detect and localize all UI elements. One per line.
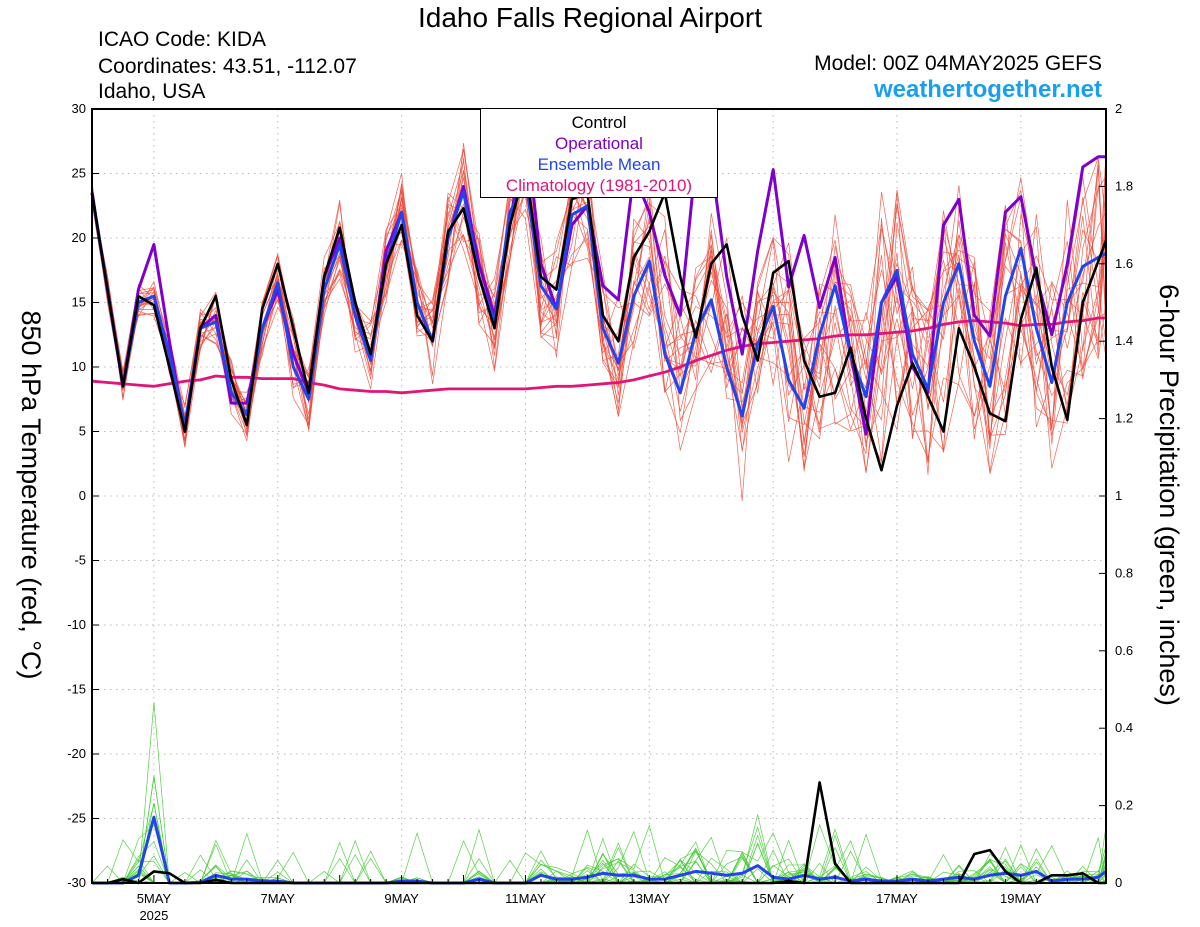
y-tick-label: 10 [72,359,86,374]
y-tick-label: -25 [67,811,86,826]
y-tick-label: -5 [74,553,86,568]
x-tick-label: 13MAY [628,891,670,906]
ensemble-mean-line [90,178,1107,427]
climatology-line [91,316,1106,395]
y2-tick-label: 1.8 [1115,178,1133,193]
legend-entry-climatology: Climatology (1981-2010) [505,176,693,195]
x-tick-label: 11MAY [505,891,546,906]
y2-tick-label: 1.6 [1115,256,1133,271]
y-tick-label: 15 [72,295,86,310]
coordinates: Coordinates: 43.51, -112.07 [98,55,357,78]
y-tick-label: 5 [79,424,86,439]
y-tick-label: 0 [79,488,86,503]
y-tick-label: 20 [72,230,86,245]
y2-tick-label: 0.4 [1115,720,1133,735]
series-layer [90,120,1108,885]
y-tick-label: -10 [67,617,86,632]
y-axis-label-precipitation: 6-hour Precipitation (green, inches) [1154,284,1184,706]
ensemble-members-layer [91,121,1107,885]
x-tick-label: 7MAY [261,891,296,906]
y-tick-label: -20 [67,746,86,761]
y-axis-label-temperature: 850 hPa Temperature (red, °C) [16,311,46,680]
model-run: Model: 00Z 04MAY2025 GEFS [814,52,1102,75]
temperature-member-line [91,121,1107,439]
grid-layer [92,109,1106,883]
axis-layer: 302520151050-5-10-15-20-25-3021.81.61.41… [67,101,1133,923]
y2-tick-label: 0.8 [1115,565,1133,580]
y-tick-label: 30 [72,101,86,116]
y2-tick-label: 1.2 [1115,411,1133,426]
x-tick-label: 9MAY [384,891,419,906]
y2-tick-label: 0.6 [1115,643,1133,658]
x-tick-label: 5MAY [137,891,172,906]
legend-entry-control: Control [571,113,627,132]
page-title: Idaho Falls Regional Airport [418,2,762,33]
legend-entry-ensemble-mean: Ensemble Mean [537,155,661,174]
control-line [90,165,1108,472]
y2-tick-label: 1 [1115,488,1122,503]
legend: Control Operational Ensemble Mean Climat… [480,108,718,198]
temperature-member-line [91,152,1107,475]
y2-tick-label: 2 [1115,101,1122,116]
y2-tick-label: 1.4 [1115,333,1133,348]
y2-tick-label: 0.2 [1115,798,1133,813]
region: Idaho, USA [98,80,206,103]
precip-control-line [92,781,1106,885]
site-link[interactable]: weathertogether.net [873,76,1102,103]
x-tick-label: 19MAY [1000,891,1042,906]
legend-entry-operational: Operational [555,134,643,153]
icao-code: ICAO Code: KIDA [98,28,267,51]
x-tick-label: 17MAY [876,891,918,906]
precip-member-line [91,702,1107,884]
y-tick-label: 25 [72,166,86,181]
y2-tick-label: 0 [1115,875,1122,890]
y-tick-label: -15 [67,682,86,697]
x-tick-label: 15MAY [752,891,794,906]
y-tick-label: -30 [67,875,86,890]
x-tick-sublabel: 2025 [139,908,168,923]
